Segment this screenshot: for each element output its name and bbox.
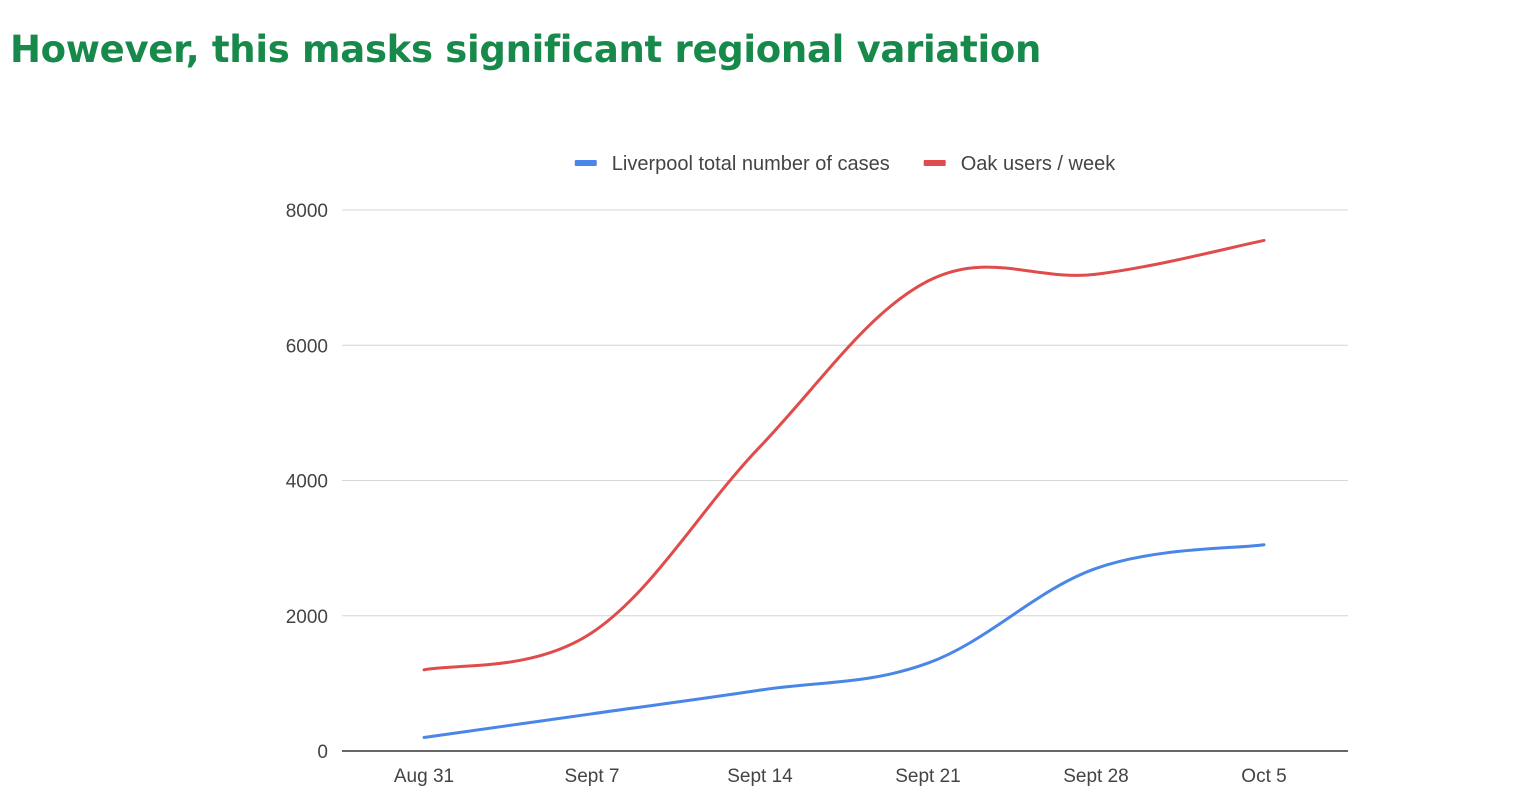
legend-swatch (923, 160, 946, 166)
y-tick-label: 6000 (286, 336, 328, 357)
legend-swatch (574, 160, 597, 166)
x-tick-label: Sept 21 (895, 766, 961, 787)
x-axis-tick-labels: Aug 31 Sept 7 Sept 14 Sept 21 Sept 28 Oct 5 (394, 766, 1287, 787)
legend-label: Liverpool total number of cases (612, 153, 890, 175)
y-axis-tick-labels: 0 2000 4000 6000 8000 (286, 201, 328, 763)
y-tick-label: 8000 (286, 201, 328, 222)
y-tick-label: 4000 (286, 472, 328, 493)
chart-gridlines (342, 209, 1348, 752)
chart-series (422, 238, 1266, 739)
x-tick-label: Sept 7 (565, 766, 620, 787)
x-tick-label: Sept 14 (727, 766, 793, 787)
legend-item-0: Liverpool total number of cases (574, 153, 890, 175)
chart-legend: Liverpool total number of cases Oak users… (574, 153, 1117, 175)
x-tick-label: Oct 5 (1241, 766, 1286, 787)
series-line-0 (422, 543, 1266, 739)
y-tick-label: 0 (317, 742, 328, 763)
legend-item-1: Oak users / week (923, 153, 1117, 175)
x-tick-label: Aug 31 (394, 766, 454, 787)
series-line-1 (422, 238, 1266, 672)
legend-label: Oak users / week (961, 153, 1117, 175)
slide-title: However, this masks significant regional… (10, 28, 1042, 71)
y-tick-label: 2000 (286, 607, 328, 628)
x-tick-label: Sept 28 (1063, 766, 1129, 787)
